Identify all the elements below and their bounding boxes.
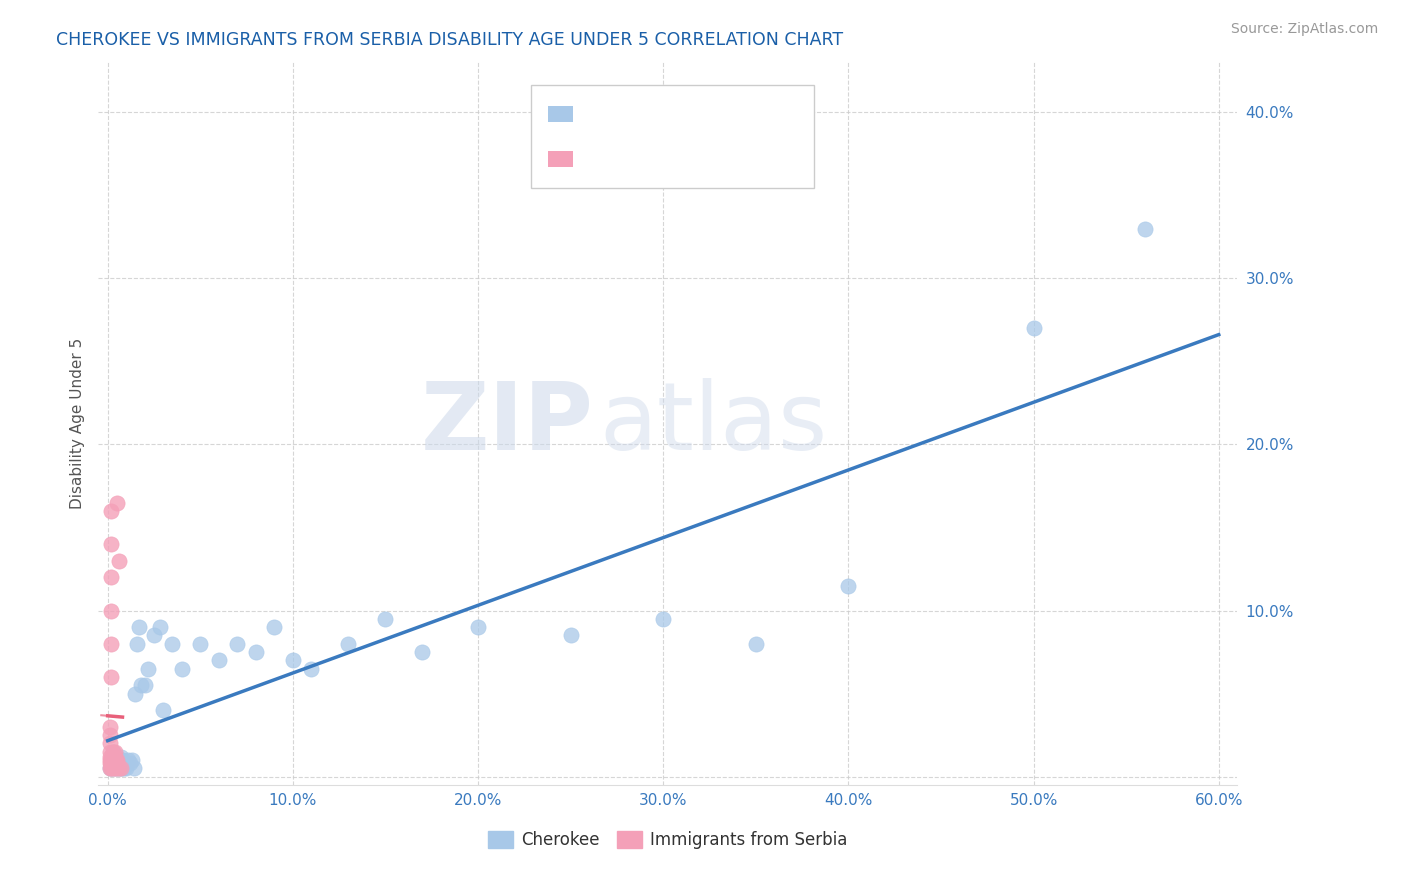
Point <box>104 745 127 759</box>
Point <box>100 603 122 617</box>
Point <box>105 749 128 764</box>
Point <box>107 761 129 775</box>
Point <box>112 761 135 775</box>
Point <box>138 662 160 676</box>
Point <box>129 678 152 692</box>
Point <box>103 749 125 764</box>
Point <box>104 749 127 764</box>
Point <box>100 504 122 518</box>
Text: R = 0.833   N = 34: R = 0.833 N = 34 <box>609 150 779 169</box>
Point <box>107 753 129 767</box>
Point <box>98 728 121 742</box>
Point <box>162 637 184 651</box>
Point <box>110 749 132 764</box>
Point <box>100 753 122 767</box>
Point <box>110 761 132 775</box>
Point <box>103 756 125 771</box>
Point <box>105 761 128 775</box>
Point <box>128 620 150 634</box>
Text: CHEROKEE VS IMMIGRANTS FROM SERBIA DISABILITY AGE UNDER 5 CORRELATION CHART: CHEROKEE VS IMMIGRANTS FROM SERBIA DISAB… <box>56 31 844 49</box>
Point <box>107 761 129 775</box>
Point <box>100 637 122 651</box>
Point <box>117 753 139 767</box>
Point <box>98 736 121 750</box>
Point <box>103 761 125 775</box>
Point <box>100 761 122 775</box>
Point <box>104 758 127 772</box>
Point <box>104 753 127 767</box>
Text: Source: ZipAtlas.com: Source: ZipAtlas.com <box>1230 22 1378 37</box>
Point <box>208 653 231 667</box>
Point <box>560 628 582 642</box>
Point <box>652 612 675 626</box>
Point <box>118 756 141 771</box>
Point <box>100 753 122 767</box>
Point <box>1133 221 1156 235</box>
Point <box>104 753 127 767</box>
Point <box>111 761 134 775</box>
Point <box>107 554 129 568</box>
Point <box>170 662 193 676</box>
Point <box>103 756 125 771</box>
Point <box>103 745 125 759</box>
Text: atlas: atlas <box>599 377 828 470</box>
Point <box>100 756 122 771</box>
Point <box>122 761 145 775</box>
Point <box>98 761 121 775</box>
Point <box>100 570 122 584</box>
Point <box>100 537 122 551</box>
Point <box>152 703 174 717</box>
Point <box>121 753 143 767</box>
Point <box>100 670 122 684</box>
Point <box>124 687 146 701</box>
Point <box>115 761 138 775</box>
Point <box>374 612 396 626</box>
Point <box>1022 321 1045 335</box>
Point <box>299 662 322 676</box>
Point <box>103 761 125 775</box>
Point <box>105 756 128 771</box>
Point <box>111 753 134 767</box>
Point <box>103 745 125 759</box>
Point <box>104 761 127 775</box>
Point <box>103 753 125 767</box>
Point <box>127 637 149 651</box>
Point <box>411 645 433 659</box>
Point <box>281 653 304 667</box>
Point <box>100 761 122 775</box>
Text: ZIP: ZIP <box>420 377 593 470</box>
Point <box>745 637 768 651</box>
Point <box>263 620 285 634</box>
Point <box>188 637 211 651</box>
Point <box>98 756 121 771</box>
Point <box>467 620 489 634</box>
Point <box>110 761 132 775</box>
Point <box>104 756 127 771</box>
Point <box>98 753 121 767</box>
Point <box>337 637 360 651</box>
Legend: Cherokee, Immigrants from Serbia: Cherokee, Immigrants from Serbia <box>482 824 853 856</box>
Point <box>105 495 128 509</box>
Point <box>98 749 121 764</box>
Point <box>105 756 128 771</box>
Point <box>837 579 859 593</box>
Y-axis label: Disability Age Under 5: Disability Age Under 5 <box>69 338 84 509</box>
Point <box>98 761 121 775</box>
Point <box>148 620 170 634</box>
Text: R = 0.368   N = 54: R = 0.368 N = 54 <box>609 104 779 123</box>
Point <box>245 645 267 659</box>
Point <box>98 720 121 734</box>
Point <box>143 628 166 642</box>
Point <box>110 756 132 771</box>
Point <box>98 745 121 759</box>
Point <box>112 756 135 771</box>
Point <box>104 761 127 775</box>
Point <box>105 761 128 775</box>
Point <box>105 753 128 767</box>
Point <box>134 678 156 692</box>
Point <box>226 637 249 651</box>
